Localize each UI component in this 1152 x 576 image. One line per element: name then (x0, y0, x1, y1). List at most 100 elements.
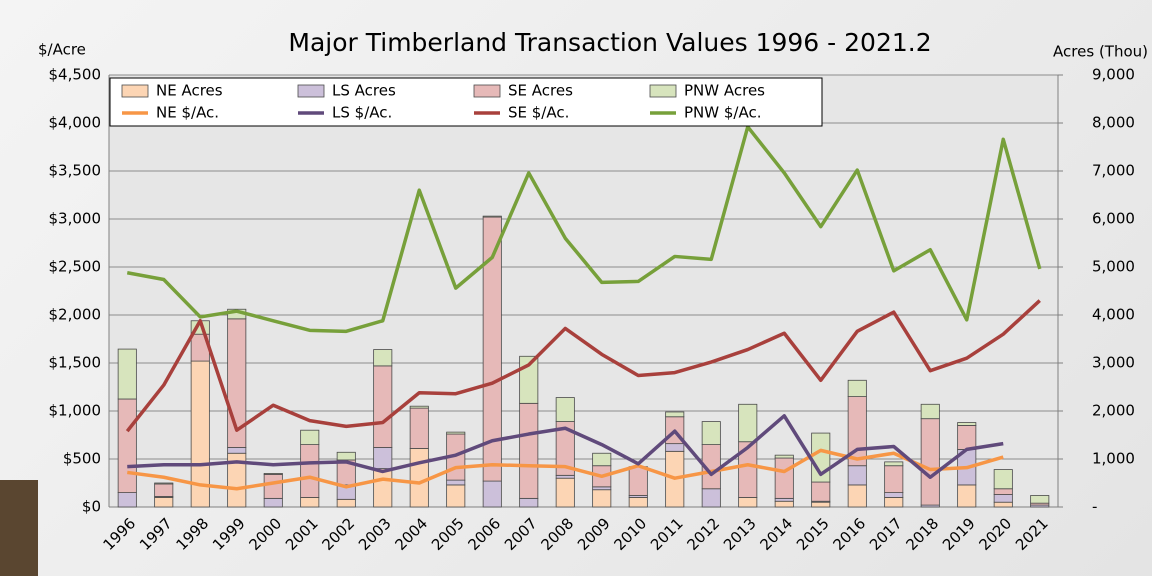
bar-segment (263, 472, 283, 475)
y-tick-label: $1,000 (49, 402, 102, 420)
bar-segment (154, 482, 174, 485)
x-tick-label: 1998 (173, 514, 213, 554)
bar-segment (993, 469, 1013, 490)
bar-segment (592, 486, 612, 491)
x-tick-label: 2016 (830, 514, 870, 554)
bar-segment (336, 451, 356, 461)
corner-photo (0, 480, 38, 576)
bar-segment (300, 496, 320, 508)
x-tick-label: 2007 (501, 514, 541, 554)
x-tick-label: 1997 (136, 514, 176, 554)
bar-segment (446, 479, 466, 486)
bar-segment (555, 474, 575, 479)
bar-segment (957, 484, 977, 508)
y2-tick-label: - (1092, 498, 1097, 516)
bar-segment (811, 501, 831, 508)
bar-segment (555, 397, 575, 422)
bar-segment (884, 492, 904, 498)
bar-segment (117, 348, 137, 400)
x-tick-label: 2000 (246, 514, 286, 554)
bar-segment (847, 379, 867, 397)
bar-segment (154, 496, 174, 508)
y-axis-label: $/Acre (38, 41, 86, 59)
y2-tick-label: 1,000 (1092, 450, 1135, 468)
bar-segment (701, 488, 721, 508)
legend-box (109, 77, 823, 127)
bar-segment (774, 497, 794, 502)
bar-segment (920, 418, 940, 506)
bar-segment (482, 480, 502, 508)
bar-segment (519, 402, 539, 499)
bar-segment (446, 431, 466, 435)
bar-segment (373, 365, 393, 448)
y-tick-label: $4,000 (49, 114, 102, 132)
bar-segment (263, 497, 283, 508)
bar-segment (665, 443, 685, 452)
x-tick-label: 2004 (392, 514, 432, 554)
x-tick-label: 2008 (538, 514, 578, 554)
bar-segment (738, 496, 758, 508)
bar-segment (592, 489, 612, 508)
y-tick-label: $2,500 (49, 258, 102, 276)
y-tick-label: $4,500 (49, 66, 102, 84)
bar-segment (884, 465, 904, 494)
x-tick-label: 2005 (428, 514, 468, 554)
bar-segment (628, 466, 648, 496)
bar-segment (665, 411, 685, 418)
x-tick-label: 2001 (282, 514, 322, 554)
y-tick-label: $0 (82, 498, 101, 516)
bar-segment (884, 461, 904, 467)
legend-swatch (121, 84, 149, 98)
y-tick-label: $1,500 (49, 354, 102, 372)
y-tick-label: $3,000 (49, 210, 102, 228)
y2-tick-label: 7,000 (1092, 162, 1135, 180)
legend-swatch (473, 84, 501, 98)
x-tick-label: 2002 (319, 514, 359, 554)
legend-label: NE $/Ac. (156, 104, 219, 122)
y-tick-label: $500 (63, 450, 101, 468)
bar-segment (1030, 495, 1050, 504)
x-tick-label: 2009 (574, 514, 614, 554)
bar-segment (920, 403, 940, 420)
line-series (126, 125, 1042, 334)
bar-segment (993, 488, 1013, 495)
x-tick-label: 1999 (209, 514, 249, 554)
bar-segment (409, 405, 429, 409)
y2-tick-label: 3,000 (1092, 354, 1135, 372)
bar-segment (774, 454, 794, 459)
bar-segment (482, 215, 502, 218)
bar-segment (774, 500, 794, 508)
bar-segment (628, 496, 648, 508)
bar-segment (847, 484, 867, 508)
x-tick-label: 2019 (939, 514, 979, 554)
bar-segment (227, 447, 247, 454)
bar-segment (738, 403, 758, 443)
bar-segment (300, 444, 320, 498)
legend-label: LS Acres (332, 82, 396, 100)
bar-segment (993, 494, 1013, 503)
legend-label: NE Acres (156, 82, 223, 100)
bar-segment (263, 473, 283, 499)
y-tick-label: $2,000 (49, 306, 102, 324)
y2-tick-label: 9,000 (1092, 66, 1135, 84)
x-tick-label: 2006 (465, 514, 505, 554)
y-tick-label: $3,500 (49, 162, 102, 180)
plot-area (109, 75, 1058, 507)
legend-swatch (649, 84, 677, 98)
y2-axis-label: Acres (Thou) (1053, 43, 1148, 61)
bar-segment (300, 429, 320, 446)
bar-segment (957, 424, 977, 450)
legend-swatch (297, 84, 325, 98)
x-tick-label: 2012 (684, 514, 724, 554)
x-tick-label: 2011 (647, 514, 687, 554)
y2-tick-label: 2,000 (1092, 402, 1135, 420)
bar-segment (701, 421, 721, 445)
bar-segment (774, 457, 794, 499)
y2-tick-label: 8,000 (1092, 114, 1135, 132)
chart-title: Major Timberland Transaction Values 1996… (288, 28, 931, 57)
line-series (127, 414, 1004, 479)
bar-segment (336, 498, 356, 508)
bar-segment (373, 349, 393, 367)
x-tick-label: 1996 (100, 514, 140, 554)
